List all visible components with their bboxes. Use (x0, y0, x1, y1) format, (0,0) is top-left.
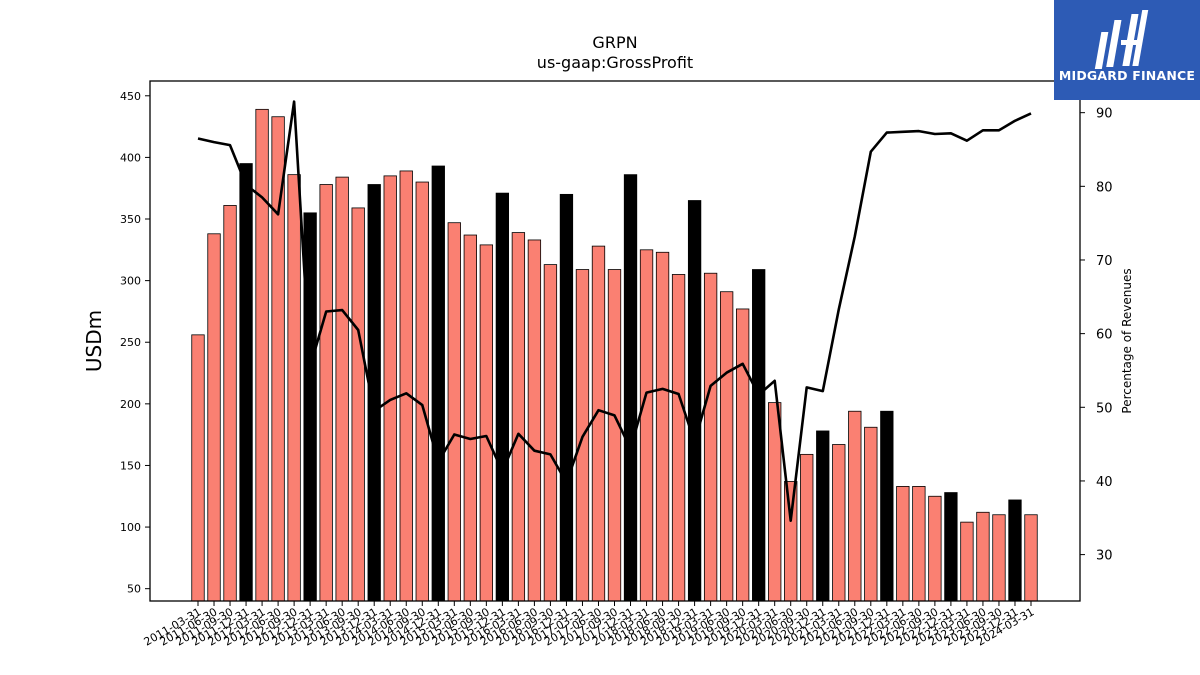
brand-logo: MIDGARD FINANCE (1054, 0, 1200, 100)
bar (800, 453, 814, 602)
chart-title: GRPN (592, 33, 637, 52)
bar (880, 410, 894, 602)
bar (784, 481, 798, 602)
bar (239, 163, 253, 602)
bar (607, 269, 622, 602)
bar (527, 239, 542, 602)
bar (976, 511, 990, 602)
bar (287, 174, 301, 602)
bar (928, 495, 942, 602)
bar (431, 165, 445, 602)
y-tick-label: 50 (127, 583, 141, 596)
bar (864, 426, 878, 602)
y-tick-label: 400 (120, 151, 141, 164)
bar (719, 291, 734, 602)
bar (479, 244, 493, 602)
percentage-line (197, 100, 1032, 523)
bar (768, 402, 782, 602)
bar (303, 212, 317, 602)
bar (832, 444, 846, 602)
y2-tick-label: 90 (1096, 107, 1113, 122)
bar (752, 269, 766, 602)
y-tick-label: 200 (120, 398, 141, 411)
y-axis-label: USDm (82, 310, 106, 372)
bar (463, 234, 477, 602)
y2-tick-label: 30 (1096, 549, 1113, 564)
chart-subtitle: us-gaap:GrossProfit (537, 53, 693, 72)
y-tick-label: 150 (120, 459, 141, 472)
bar (591, 245, 606, 602)
brand-name: MIDGARD FINANCE (1058, 68, 1196, 83)
bar (399, 170, 413, 602)
bar (223, 205, 237, 602)
bar (1024, 514, 1038, 602)
bar (960, 521, 974, 602)
bar (255, 108, 269, 602)
bar (319, 184, 333, 602)
bar (816, 430, 830, 602)
bar (703, 272, 718, 602)
bar (351, 207, 365, 602)
bar (687, 200, 702, 602)
bar (207, 233, 221, 602)
y2-tick-label: 70 (1096, 254, 1113, 269)
bar (495, 192, 510, 602)
bar (848, 410, 862, 602)
bar (383, 175, 397, 602)
bar (896, 486, 910, 602)
bar (335, 176, 349, 602)
bar (415, 181, 429, 602)
bar (511, 232, 526, 602)
bar (447, 222, 461, 602)
y-tick-label: 300 (120, 275, 141, 288)
bar (559, 193, 574, 602)
bar (655, 251, 670, 602)
bar (912, 486, 926, 602)
y-tick-label: 450 (120, 90, 141, 103)
y2-tick-label: 50 (1096, 401, 1113, 416)
bar (543, 264, 558, 602)
bar (639, 249, 654, 602)
midgard-logo-icon (1094, 10, 1149, 69)
bar (736, 308, 750, 602)
bar (671, 274, 686, 602)
y2-axis-label: Percentage of Revenues (1120, 268, 1134, 413)
bar (1008, 499, 1022, 602)
y-tick-label: 250 (120, 336, 141, 349)
bar (944, 492, 958, 602)
y2-tick-label: 80 (1096, 180, 1113, 195)
bar (992, 514, 1006, 602)
y-tick-label: 100 (120, 521, 141, 534)
y2-tick-label: 40 (1096, 475, 1113, 490)
bar (191, 334, 205, 602)
y2-tick-label: 60 (1096, 328, 1113, 343)
y-tick-label: 350 (120, 213, 141, 226)
bar (623, 174, 638, 602)
